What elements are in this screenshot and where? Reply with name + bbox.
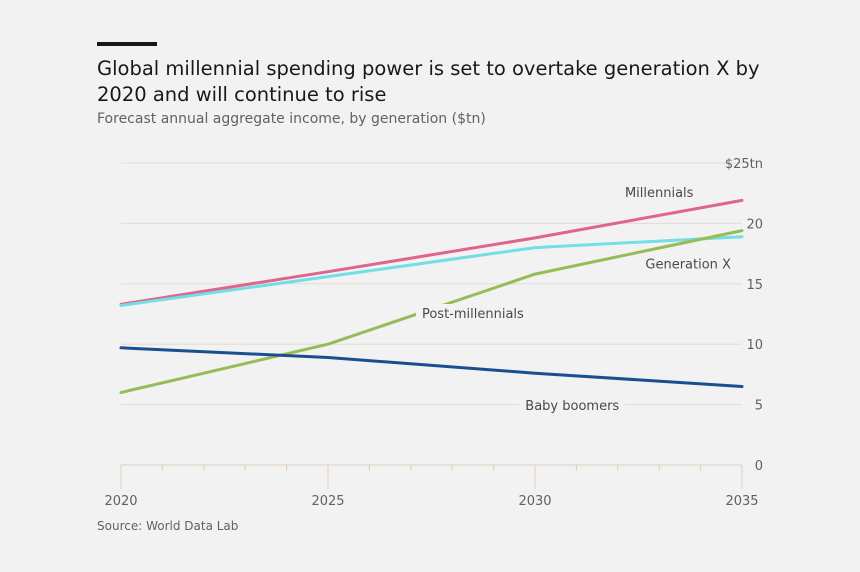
series-label-background-post-millennials — [415, 304, 530, 324]
series-label-background-generation-x — [639, 254, 737, 275]
y-tick-label-15: 15 — [746, 278, 763, 293]
y-tick-label-5: 5 — [755, 399, 763, 414]
x-tick-label-2025: 2025 — [311, 494, 344, 509]
series-label-background-baby-boomers — [519, 395, 626, 416]
y-tick-label-20: 20 — [746, 217, 763, 232]
y-tick-label-25: $25tn — [725, 157, 763, 172]
series-labels: Millennials Generation X Post-millennials B… — [415, 183, 737, 416]
x-axis — [120, 464, 743, 489]
x-axis-labels: 2020 2025 2030 2035 — [104, 494, 758, 509]
series-label-millennials: Millennials — [625, 186, 694, 201]
series-label-baby-boomers: Baby boomers — [525, 399, 619, 414]
series-label-background-millennials — [618, 183, 700, 204]
y-axis-labels: 0 5 10 15 20 $25tn — [725, 157, 763, 474]
y-tick-label-0: 0 — [755, 459, 763, 474]
series-label-post-millennials: Post-millennials — [422, 307, 524, 322]
series-line-generation-x — [119, 235, 744, 307]
series-line-baby-boomers — [119, 346, 744, 388]
x-tick-label-2020: 2020 — [104, 494, 137, 509]
chart-subtitle: Forecast annual aggregate income, by gen… — [97, 111, 486, 127]
series-lines — [119, 198, 744, 394]
x-tick-label-2035: 2035 — [725, 494, 758, 509]
gridlines — [121, 162, 742, 406]
y-tick-label-10: 10 — [746, 338, 763, 353]
title-accent-bar — [97, 42, 157, 46]
x-tick-label-2030: 2030 — [518, 494, 551, 509]
source-note: Source: World Data Lab — [97, 519, 239, 533]
series-line-millennials — [119, 198, 744, 306]
chart-title: Global millennial spending power is set … — [97, 57, 760, 106]
series-label-generation-x: Generation X — [645, 257, 731, 272]
